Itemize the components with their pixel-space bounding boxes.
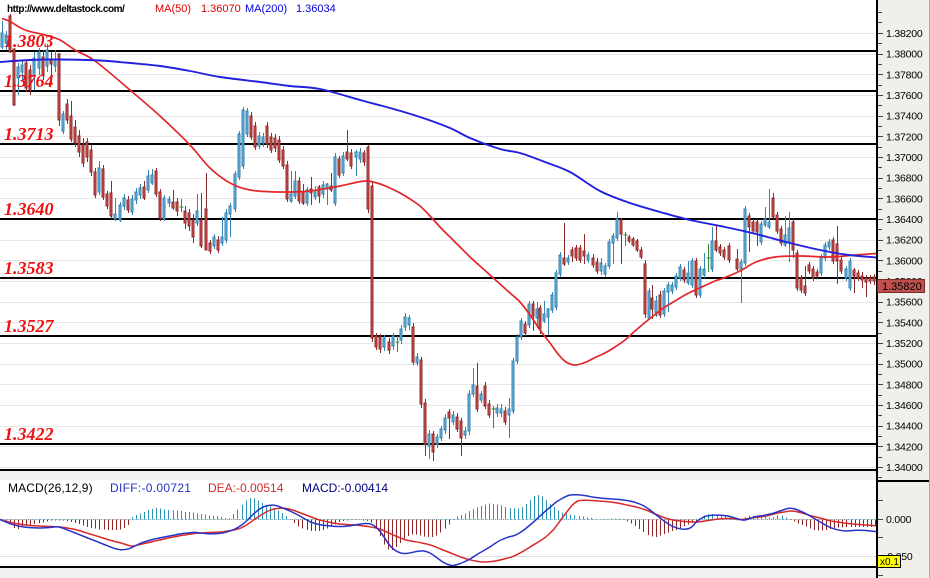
svg-text:1.35820: 1.35820 xyxy=(882,281,922,293)
svg-text:1.3764: 1.3764 xyxy=(4,71,54,91)
svg-text:1.36000: 1.36000 xyxy=(886,255,923,267)
svg-text:1.36800: 1.36800 xyxy=(886,173,923,185)
svg-text:1.3422: 1.3422 xyxy=(4,424,54,444)
svg-text:1.36200: 1.36200 xyxy=(886,235,923,247)
svg-text:1.34200: 1.34200 xyxy=(886,441,923,453)
svg-text:1.36034: 1.36034 xyxy=(296,3,336,15)
svg-text:1.3583: 1.3583 xyxy=(4,258,54,278)
svg-text:1.3803: 1.3803 xyxy=(4,31,54,51)
svg-text:1.35600: 1.35600 xyxy=(886,297,923,309)
svg-text:1.34800: 1.34800 xyxy=(886,379,923,391)
svg-text:1.3527: 1.3527 xyxy=(4,316,55,336)
svg-text:1.3713: 1.3713 xyxy=(4,124,54,144)
svg-text:1.34000: 1.34000 xyxy=(886,462,923,474)
svg-text:1.38000: 1.38000 xyxy=(886,49,923,61)
svg-text:1.37200: 1.37200 xyxy=(886,131,923,143)
svg-text:http://www.deltastock.com/: http://www.deltastock.com/ xyxy=(7,4,125,15)
svg-text:1.34600: 1.34600 xyxy=(886,400,923,412)
svg-text:1.37800: 1.37800 xyxy=(886,69,923,81)
svg-text:MACD(26,12,9): MACD(26,12,9) xyxy=(8,481,93,495)
svg-text:1.35400: 1.35400 xyxy=(886,317,923,329)
svg-text:1.37600: 1.37600 xyxy=(886,90,923,102)
svg-text:0.000: 0.000 xyxy=(886,514,912,526)
svg-text:1.37000: 1.37000 xyxy=(886,152,923,164)
svg-text:x0.1: x0.1 xyxy=(880,557,899,568)
svg-text:DEA:-0.00514: DEA:-0.00514 xyxy=(208,481,284,495)
svg-text:DIFF:-0.00721: DIFF:-0.00721 xyxy=(110,481,191,495)
svg-text:1.36070: 1.36070 xyxy=(201,3,241,15)
svg-text:1.35000: 1.35000 xyxy=(886,359,923,371)
svg-text:MACD:-0.00414: MACD:-0.00414 xyxy=(302,481,388,495)
svg-text:1.3640: 1.3640 xyxy=(4,199,54,219)
svg-text:MA(50): MA(50) xyxy=(155,3,191,15)
svg-text:1.34400: 1.34400 xyxy=(886,421,923,433)
svg-text:1.35200: 1.35200 xyxy=(886,338,923,350)
svg-text:1.36600: 1.36600 xyxy=(886,193,923,205)
svg-text:1.36400: 1.36400 xyxy=(886,214,923,226)
svg-text:1.37400: 1.37400 xyxy=(886,111,923,123)
svg-text:1.38200: 1.38200 xyxy=(886,28,923,40)
svg-text:MA(200): MA(200) xyxy=(245,3,287,15)
